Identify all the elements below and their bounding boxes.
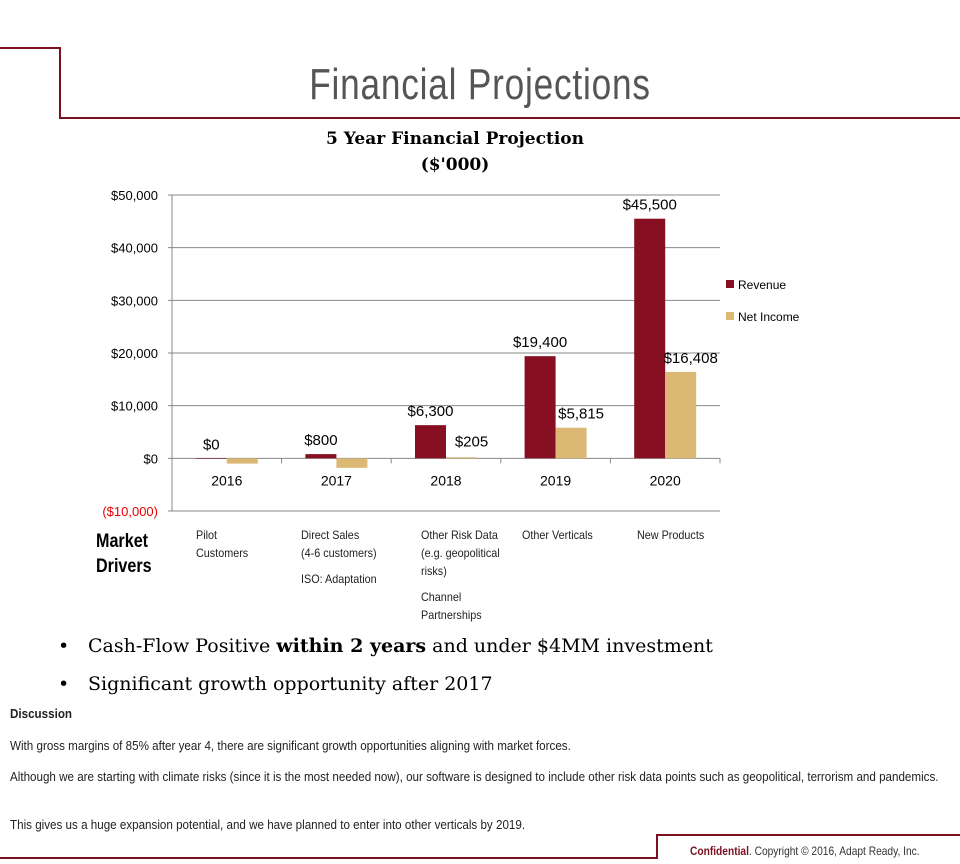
bullet-icon: • — [58, 635, 70, 657]
bar-chart: $50,000 $40,000 $30,000 $20,000 $10,000 $0 ($1… — [102, 188, 800, 519]
data-label: $0 — [203, 436, 220, 453]
x-tick-label: 2019 — [540, 472, 571, 488]
bar-revenue — [195, 458, 227, 459]
footer-copyright: Confidential. Copyright © 2016, Adapt Re… — [690, 844, 920, 858]
bullet-1: • Cash-Flow Positive within 2 years and u… — [58, 635, 713, 657]
market-driver: Other Verticals — [522, 526, 593, 544]
market-driver-line: Partnerships — [421, 608, 482, 622]
data-label: $5,815 — [558, 406, 604, 423]
market-drivers-label: Market Drivers — [96, 531, 152, 577]
header-rule-vertical — [59, 47, 61, 119]
bar-revenue — [415, 425, 446, 459]
x-tick-label: 2018 — [430, 472, 461, 488]
market-driver-line: (4-6 customers) — [301, 546, 377, 560]
market-driver-line: Customers — [196, 546, 249, 560]
market-driver-line: Other Verticals — [522, 528, 593, 542]
discussion-paragraph: With gross margins of 85% after year 4, … — [10, 739, 571, 753]
market-driver-line: ISO: Adaptation — [301, 572, 377, 586]
footer-rule-vertical — [656, 834, 658, 859]
discussion-heading: Discussion — [10, 707, 73, 721]
y-tick-label: $50,000 — [111, 188, 158, 203]
y-tick-label: ($10,000) — [102, 504, 158, 519]
discussion-paragraph: This gives us a huge expansion potential… — [10, 818, 526, 832]
data-label: $45,500 — [623, 197, 677, 214]
y-tick-label: $10,000 — [111, 399, 158, 414]
chart-title-main: 5 Year Financial Projection — [326, 129, 584, 149]
legend-label: Net Income — [738, 310, 800, 324]
market-driver-line: New Products — [637, 528, 705, 542]
x-tick-label: 2017 — [321, 472, 352, 488]
x-tick-label: 2016 — [211, 472, 242, 488]
header-rule-right — [59, 117, 960, 119]
bullet-2: • Significant growth opportunity after 20… — [58, 673, 493, 695]
y-tick-label: $40,000 — [111, 241, 158, 256]
bar-net-income — [226, 458, 258, 464]
confidential-label: Confidential — [690, 844, 749, 858]
y-tick-label: $30,000 — [111, 293, 158, 308]
bar-net-income — [336, 458, 368, 468]
bar-revenue — [305, 454, 337, 459]
data-label: $19,400 — [513, 334, 567, 351]
data-label: $6,300 — [408, 403, 454, 420]
footer-rule-top — [656, 834, 960, 836]
bar-revenue — [524, 356, 556, 459]
market-driver: New Products — [637, 526, 704, 544]
market-driver: Direct Sales (4-6 customers) ISO: Adaptati… — [301, 526, 377, 588]
market-driver: Pilot Customers — [196, 526, 248, 562]
x-tick-label: 2020 — [650, 472, 681, 488]
bar-net-income — [555, 427, 587, 459]
market-driver: Other Risk Data (e.g. geopolitical risks) C… — [421, 526, 500, 624]
market-driver-line — [421, 580, 500, 588]
market-driver-line: Pilot — [196, 528, 218, 542]
market-driver-line — [301, 562, 377, 570]
chart-subtitle: ($'000) — [420, 155, 490, 175]
page-title: Financial Projections — [309, 60, 651, 109]
legend-swatch — [726, 280, 734, 288]
market-driver-line: (e.g. geopolitical — [421, 546, 500, 560]
bar-revenue — [634, 218, 666, 459]
y-tick-label: $0 — [144, 451, 158, 466]
data-label: $800 — [304, 432, 337, 449]
market-driver-line: Channel — [421, 590, 462, 604]
discussion-paragraph: Although we are starting with climate ri… — [10, 770, 939, 784]
header-rule-left — [0, 47, 61, 49]
market-driver-line: risks) — [421, 564, 447, 578]
legend-swatch — [726, 312, 734, 320]
legend-label: Revenue — [738, 278, 786, 292]
y-tick-label: $20,000 — [111, 346, 158, 361]
market-driver-line: Other Risk Data — [421, 528, 498, 542]
data-label: $205 — [455, 433, 488, 450]
chart-title: 5 Year Financial Projection ($'000) — [0, 126, 910, 178]
data-label: $16,408 — [664, 350, 718, 367]
bar-net-income — [446, 457, 477, 459]
bullet-icon: • — [58, 673, 70, 695]
bar-net-income — [665, 371, 697, 459]
market-driver-line: Direct Sales — [301, 528, 360, 542]
footer-rule-bottom — [0, 857, 658, 859]
